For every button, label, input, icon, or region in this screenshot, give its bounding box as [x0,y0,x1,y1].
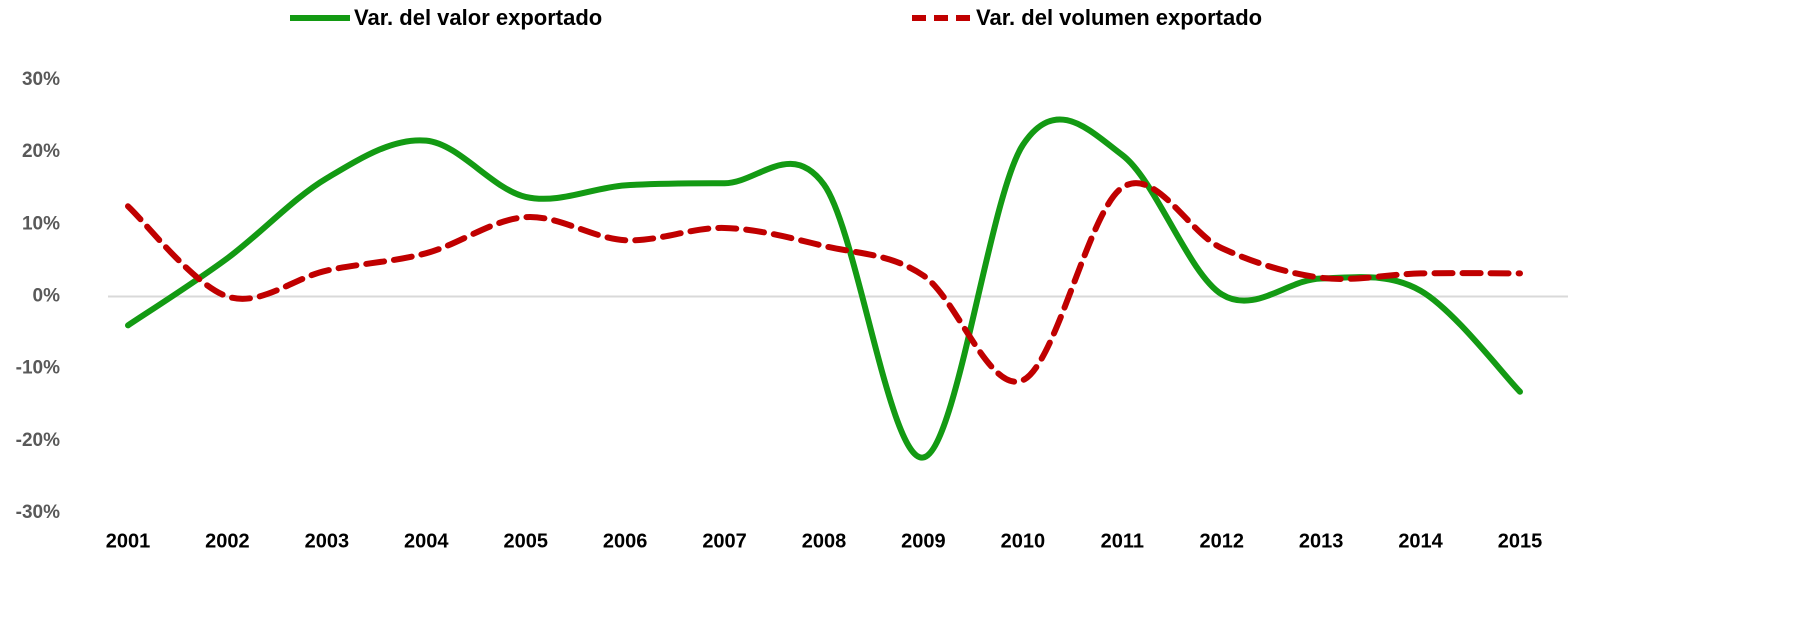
x-tick-label: 2013 [1299,530,1344,552]
y-tick-label: 30% [22,69,60,90]
legend-label: Var. del volumen exportado [976,5,1262,30]
x-tick-label: 2012 [1199,530,1244,552]
x-tick-label: 2015 [1498,530,1543,552]
x-tick-label: 2007 [702,530,747,552]
x-tick-label: 2009 [901,530,946,552]
x-tick-label: 2005 [503,530,548,552]
y-tick-label: -30% [16,502,60,523]
y-tick-label: 20% [22,141,60,162]
x-tick-label: 2002 [205,530,250,552]
x-tick-label: 2011 [1101,530,1144,552]
x-tick-label: 2006 [603,530,648,552]
y-tick-label: 0% [33,286,61,307]
x-tick-label: 2001 [106,530,151,552]
series-line [125,116,1523,461]
y-tick-label: 10% [22,213,60,234]
series-line [125,180,1523,385]
x-tick-label: 2008 [802,530,847,552]
x-tick-label: 2014 [1398,530,1443,552]
x-tick-label: 2004 [404,530,449,552]
y-tick-label: -20% [16,430,60,451]
legend-label: Var. del valor exportado [354,5,602,30]
y-tick-label: -10% [16,358,60,379]
x-tick-label: 2010 [1001,530,1046,552]
x-tick-label: 2003 [305,530,350,552]
